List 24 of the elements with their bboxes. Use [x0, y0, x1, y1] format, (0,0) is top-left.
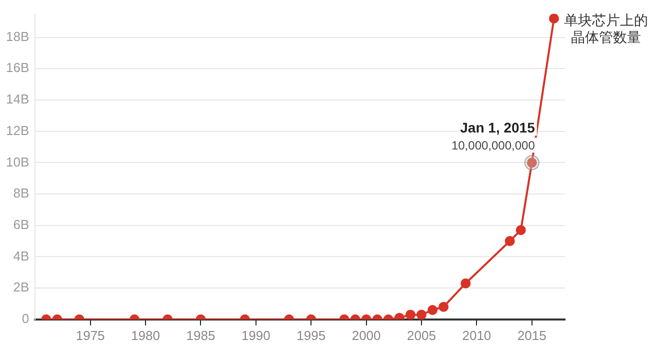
x-tick-label: 1985: [186, 328, 216, 343]
x-tick-label: 2010: [462, 328, 492, 343]
point: [504, 236, 515, 246]
y-tick-label: 10B: [6, 154, 30, 170]
y-tick-label: 6B: [13, 216, 30, 232]
x-tick-label: 1975: [76, 328, 105, 343]
y-tick-label: 2B: [13, 280, 30, 295]
x-tick-label: 2000: [352, 328, 381, 343]
annotation: Jan 1, 2015: [460, 120, 536, 136]
x-tick-label: 2005: [407, 328, 436, 343]
x-tick-label: 1990: [241, 328, 270, 343]
series-label: 单块芯片上的晶体管数量: [562, 12, 649, 46]
x-tick-label: 1980: [131, 328, 160, 343]
y-tick-label: 16B: [6, 60, 30, 76]
x-tick-label: 2015: [517, 328, 546, 343]
y-tick-label: 14B: [6, 92, 30, 107]
y-tick-label: 18B: [6, 28, 30, 44]
y-tick-label: 8B: [13, 186, 30, 201]
y-tick-label: 0: [22, 310, 30, 326]
y-tick-label: 12B: [6, 122, 30, 138]
annotation: 10,000,000,000: [451, 138, 536, 153]
point: [516, 225, 526, 236]
x-tick-label: 1995: [296, 328, 326, 343]
y-tick-label: 4B: [13, 248, 30, 264]
